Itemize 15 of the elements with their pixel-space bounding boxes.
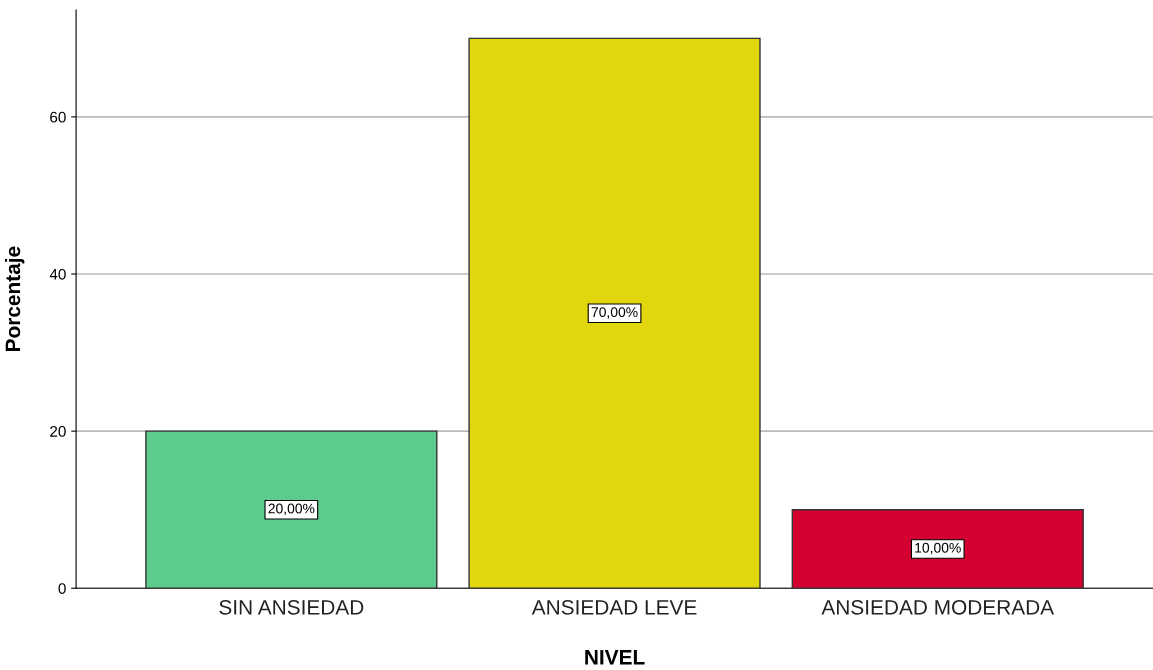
- y-tick-label: 20: [50, 426, 66, 437]
- bar: [145, 430, 438, 589]
- x-axis-title: NIVEL: [585, 650, 645, 665]
- y-axis-title: Porcentaje: [4, 246, 25, 352]
- data-label: 20,00%: [268, 503, 315, 516]
- x-tick-label: ANSIEDAD LEVE: [531, 599, 697, 615]
- bar: [791, 509, 1084, 589]
- y-tick-label: 40: [49, 268, 66, 280]
- y-tick-label: 0: [58, 583, 66, 594]
- x-tick-label: SIN ANSIEDAD: [219, 599, 364, 615]
- data-label: 70,00%: [591, 307, 638, 319]
- data-label: 10,00%: [915, 542, 961, 555]
- bar: [468, 37, 761, 589]
- x-tick-label: ANSIEDAD MODERADA: [821, 599, 1055, 615]
- y-tick-label: 60: [50, 111, 66, 123]
